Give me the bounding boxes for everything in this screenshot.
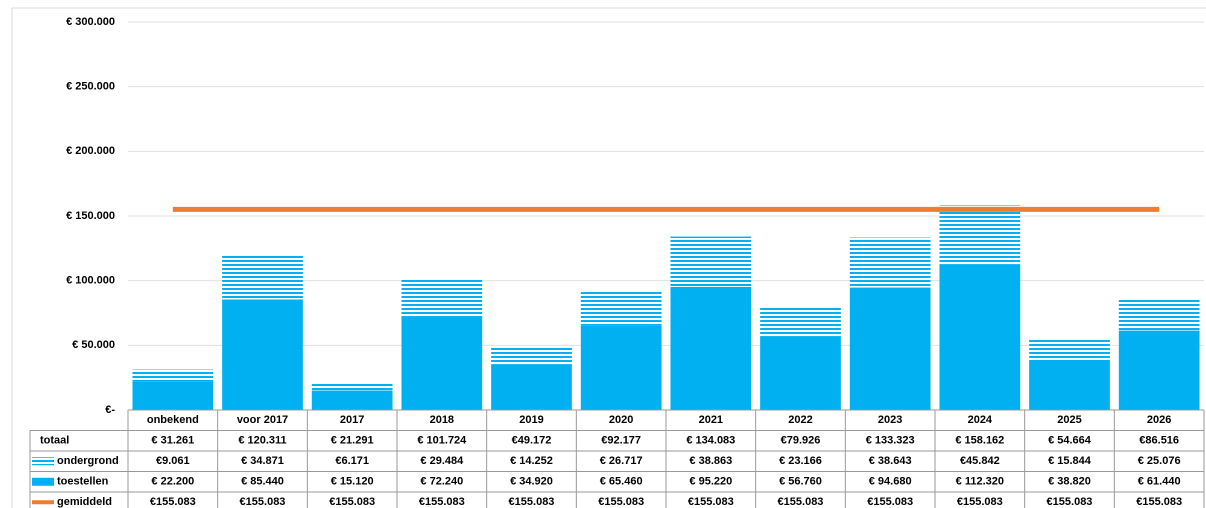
table-cell: €155.083 [509,496,555,508]
table-cell: € 120.311 [238,435,286,447]
bar-segment [311,382,393,391]
x-tick-label: 2022 [788,414,812,426]
bar-segment [401,316,483,410]
table-cell: €86.516 [1139,435,1179,447]
bar-segment [670,236,752,287]
bar-segment [1029,359,1110,410]
bar-segment [222,299,303,410]
table-cell: € 38.643 [869,455,912,467]
legend-label: totaal [40,435,69,447]
table-cell: € 134.083 [686,435,735,447]
x-tick-label: 2020 [609,414,633,426]
table-cell: € 14.252 [510,455,553,467]
table-cell: € 56.760 [779,476,822,488]
x-tick-label: 2017 [340,414,364,426]
table-cell: € 15.120 [331,476,374,488]
table-cell: €155.083 [598,496,644,508]
table-cell: €155.083 [419,496,465,508]
x-tick-label: voor 2017 [237,414,288,426]
x-tick-label: 2018 [430,414,454,426]
bar-segment [849,287,931,410]
bar-segment [491,346,572,365]
table-cell: € 29.484 [420,455,464,467]
table-cell: €49.172 [512,435,552,447]
table-cell: € 94.680 [869,476,912,488]
table-cell: € 34.871 [241,455,284,467]
y-tick-label: € 250.000 [66,81,115,93]
x-tick-label: 2024 [968,414,993,426]
table-cell: €155.083 [1047,496,1093,508]
table-cell: €92.177 [601,435,641,447]
legend-label: toestellen [57,476,109,488]
bar-segment [580,325,662,410]
table-cell: €155.083 [1136,496,1182,508]
table-cell: € 65.460 [600,476,643,488]
bar-segment [1118,298,1200,331]
bar-segment [1029,339,1110,360]
bar-segment [939,264,1021,410]
bar-segment [132,369,214,382]
legend-key [32,477,54,486]
bar-segment [1118,330,1200,410]
bar-segment [132,381,214,410]
x-tick-label: onbekend [147,414,199,426]
bar-segment [401,278,483,317]
table-cell: € 101.724 [417,435,467,447]
table-cell: €155.083 [240,496,286,508]
table-cell: € 95.220 [689,476,732,488]
table-cell: € 31.261 [151,435,194,447]
table-cell: € 54.664 [1048,435,1092,447]
y-tick-label: € 100.000 [66,275,115,287]
table-cell: € 61.440 [1138,476,1181,488]
table-cell: € 158.162 [955,435,1004,447]
table-cell: €155.083 [957,496,1003,508]
table-cell: €155.083 [688,496,734,508]
table-cell: € 72.240 [420,476,463,488]
table-cell: €155.083 [867,496,913,508]
x-tick-label: 2025 [1057,414,1081,426]
bar-segment [222,254,303,300]
y-tick-label: € 300.000 [66,16,115,28]
y-tick-label: € 200.000 [66,145,115,157]
bar-segment [491,364,572,410]
bar-segment [760,336,841,410]
legend-key [32,457,54,466]
table-cell: € 21.291 [331,435,374,447]
table-cell: €79.926 [781,435,821,447]
bar-segment [849,237,931,288]
bar-segment [760,306,841,337]
x-tick-label: 2019 [519,414,543,426]
table-cell: € 25.076 [1138,455,1181,467]
legend-label: gemiddeld [57,496,112,508]
x-tick-label: 2023 [878,414,902,426]
table-cell: € 26.717 [600,455,643,467]
table-cell: € 112.320 [956,476,1004,488]
bar-segment [311,390,393,410]
bar-segment [580,290,662,326]
table-cell: € 133.323 [866,435,915,447]
y-tick-label: € 150.000 [66,210,115,222]
bar-segment [939,205,1021,265]
y-tick-label: €- [105,404,115,416]
table-cell: € 38.820 [1048,476,1091,488]
table-cell: €155.083 [150,496,196,508]
x-tick-label: 2021 [699,414,723,426]
table-cell: €9.061 [156,455,190,467]
table-cell: € 85.440 [241,476,284,488]
table-cell: €155.083 [778,496,824,508]
table-cell: €155.083 [329,496,375,508]
table-cell: € 34.920 [510,476,553,488]
table-cell: €6.171 [335,455,369,467]
legend-label: ondergrond [57,455,119,467]
bar-segment [670,286,752,410]
table-cell: € 38.863 [689,455,732,467]
table-cell: €45.842 [960,455,1000,467]
table-cell: € 15.844 [1048,455,1092,467]
y-tick-label: € 50.000 [72,339,115,351]
table-cell: € 22.200 [151,476,194,488]
table-cell: € 23.166 [779,455,822,467]
x-tick-label: 2026 [1147,414,1171,426]
